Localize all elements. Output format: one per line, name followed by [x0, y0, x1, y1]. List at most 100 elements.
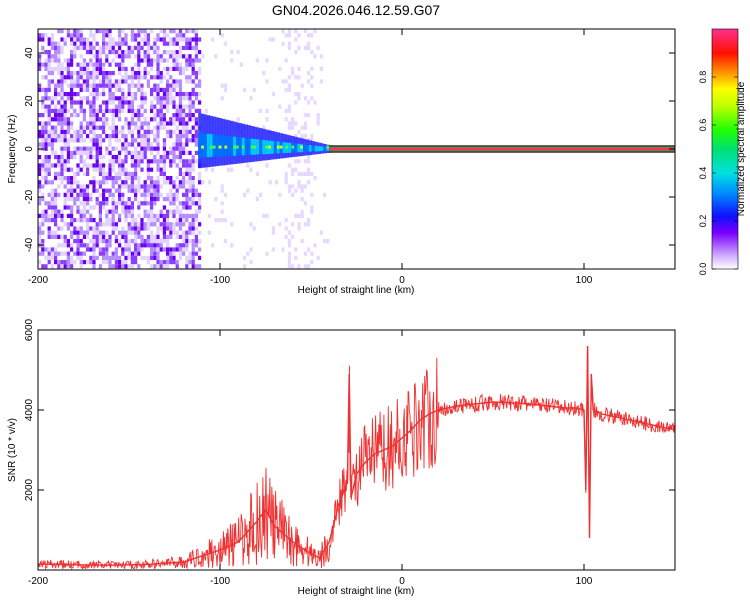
- spectrogram-cell: [169, 146, 173, 151]
- spectrogram-cell: [150, 108, 154, 113]
- spectrogram-cell: [60, 251, 64, 256]
- spectrogram-cell: [175, 230, 179, 235]
- spectrogram-cell: [188, 41, 192, 46]
- spectrogram-cell: [198, 176, 202, 181]
- spectrogram-cell: [114, 138, 118, 143]
- spectrogram-cell: [162, 87, 166, 92]
- spectrogram-cell: [102, 37, 106, 42]
- spectrogram-cell: [60, 243, 64, 248]
- spectrogram-cell: [268, 180, 272, 185]
- spectrogram-cell: [105, 243, 109, 248]
- spectrogram-cell: [166, 58, 170, 63]
- spectrogram-cell: [54, 125, 58, 130]
- spectrogram-cell: [146, 71, 150, 76]
- spectrogram-cell: [73, 197, 77, 202]
- spectrogram-cell: [185, 104, 189, 109]
- spectrogram-cell: [169, 117, 173, 122]
- spectrogram-cell: [89, 45, 93, 50]
- spectrogram-cell: [172, 251, 176, 256]
- spectrogram-cell: [137, 129, 141, 134]
- spectrogram-cell: [38, 134, 42, 139]
- spectrogram-cell: [130, 159, 134, 164]
- spectrogram-cell: [169, 50, 173, 55]
- spectrogram-cell: [98, 29, 102, 34]
- spectrogram-cell: [92, 45, 96, 50]
- spectrogram-cell: [178, 209, 182, 214]
- spectrogram-cell: [111, 134, 115, 139]
- spectrogram-cell: [220, 83, 224, 88]
- spectrogram-cell: [118, 159, 122, 164]
- spectrogram-cell: [124, 218, 128, 223]
- spectrogram-cell: [191, 37, 195, 42]
- colorbar: 0.00.20.40.60.8 Normalized spectral ampl…: [698, 28, 747, 275]
- spectrogram-cell: [140, 218, 144, 223]
- spectrogram-cell: [140, 37, 144, 42]
- spectrogram-cell: [105, 230, 109, 235]
- spectrogram-cell: [47, 251, 51, 256]
- spectrogram-cell: [127, 184, 131, 189]
- spectrogram-cell: [150, 62, 154, 67]
- spectrogram-cell: [172, 58, 176, 63]
- spectrogram-cell: [140, 167, 144, 172]
- spectrogram-cell: [297, 159, 301, 164]
- spectrogram-cell: [73, 171, 77, 176]
- spectrogram-cell: [284, 117, 288, 122]
- spectrogram-cell: [89, 71, 93, 76]
- spectrogram-cell: [124, 121, 128, 126]
- spectrogram-cell: [47, 142, 51, 147]
- spectrogram-cell: [108, 163, 112, 168]
- spectrogram-cell: [118, 213, 122, 218]
- spectrogram-cell: [215, 134, 219, 157]
- spectrogram-cell: [159, 125, 163, 130]
- spectrogram-cell: [212, 134, 216, 157]
- spectrogram-cell: [50, 117, 54, 122]
- spectrogram-cell: [102, 138, 106, 143]
- spectrogram-cell: [291, 264, 295, 269]
- spectrogram-cell: [159, 75, 163, 80]
- spectrogram-cell: [143, 41, 147, 46]
- colorbar-gradient: [711, 28, 739, 270]
- spectrogram-cell: [38, 129, 42, 134]
- spectrogram-cell: [188, 37, 192, 42]
- spectrogram-cell: [316, 117, 320, 122]
- spectrogram-cell: [134, 108, 138, 113]
- spectrogram-cell: [102, 260, 106, 265]
- spectrogram-cell: [63, 197, 67, 202]
- spectrogram-cell: [127, 45, 131, 50]
- spectrogram-cell: [166, 264, 170, 269]
- spectrogram-cell: [166, 121, 170, 126]
- spectrogram-cell: [185, 29, 189, 34]
- spectrogram-cell: [98, 58, 102, 63]
- spectrogram-cell: [188, 239, 192, 244]
- spectrogram-cell: [303, 134, 307, 139]
- spectrogram-cell: [169, 150, 173, 155]
- spectrogram-cell: [114, 209, 118, 214]
- spectrogram-cell: [162, 260, 166, 265]
- spectrogram-cell: [146, 213, 150, 218]
- spectrogram-cell: [156, 163, 160, 168]
- spectrogram-cell: [191, 125, 195, 130]
- spectrogram-cell: [182, 184, 186, 189]
- spectrogram-cell: [153, 134, 157, 139]
- spectrogram-cell: [294, 134, 298, 139]
- spectrogram-cell: [249, 167, 253, 172]
- spectrogram-cell: [191, 180, 195, 185]
- spectrogram-cell: [50, 251, 54, 256]
- spectrogram-cell: [44, 134, 48, 139]
- spectrogram-cell: [159, 79, 163, 84]
- spectrogram-cell: [230, 222, 234, 227]
- spectrogram-cell: [118, 201, 122, 206]
- spectrogram-cell: [114, 260, 118, 265]
- spectrogram-cell: [307, 45, 311, 50]
- spectrogram-cell: [118, 260, 122, 265]
- spectrogram-cell: [114, 108, 118, 113]
- spectrogram-cell: [287, 251, 291, 256]
- spectrogram-cell: [172, 209, 176, 214]
- spectrogram-cell: [317, 146, 321, 152]
- spectrogram-cell: [89, 247, 93, 252]
- spectrogram-cell: [92, 33, 96, 38]
- spectrogram-cell: [44, 96, 48, 101]
- spectrogram-cell: [98, 79, 102, 84]
- spectrogram-cell: [185, 171, 189, 176]
- spectrogram-cell: [79, 66, 83, 71]
